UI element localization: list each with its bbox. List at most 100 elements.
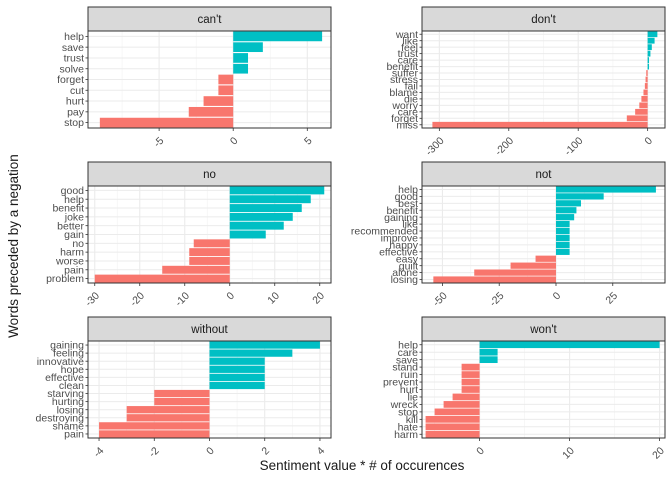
x-tick-label: -100: [562, 135, 585, 158]
facet-panel: without gainingfeelinginnovativehopeeffec…: [36, 316, 332, 460]
y-tick-label: shame: [52, 420, 84, 432]
bar: [154, 397, 210, 406]
bar: [645, 76, 648, 83]
facet-panels: can'thelpsavetrustsolveforgetcuthurtpays…: [36, 6, 667, 462]
facet-panel: can't helpsavetrustsolveforgetcuthurtpays…: [57, 6, 332, 150]
x-tick-label: 20: [310, 290, 327, 307]
bar: [433, 276, 556, 283]
x-tick-label: -4: [91, 445, 106, 460]
y-tick-label: fail: [405, 81, 418, 93]
y-tick-label: worse: [55, 256, 84, 268]
y-tick-label: pain: [64, 429, 84, 441]
bar: [555, 214, 575, 221]
y-tick-label: stress: [390, 74, 418, 86]
y-tick-label: effective: [45, 372, 84, 384]
bar: [535, 255, 556, 262]
y-tick-label: forget: [391, 113, 418, 125]
y-tick-label: losing: [391, 274, 419, 286]
x-tick-label: -20: [128, 290, 147, 309]
panel-border: [87, 185, 332, 284]
x-tick-label: 20: [650, 445, 667, 462]
y-tick-label: pain: [64, 264, 84, 276]
x-tick-label: -300: [423, 135, 446, 158]
y-tick-label: recommended: [351, 226, 418, 238]
y-tick-label: trust: [398, 48, 419, 60]
facet-strip: [87, 316, 332, 342]
panel-border: [421, 30, 666, 129]
y-tick-label: hurt: [400, 384, 418, 396]
x-tick-label: -25: [487, 290, 506, 309]
bar: [555, 227, 570, 235]
y-tick-label: gaining: [50, 340, 84, 352]
bar: [555, 241, 570, 249]
bar: [461, 363, 480, 371]
y-tick-label: innovative: [37, 356, 84, 368]
bar: [99, 422, 210, 430]
y-tick-label: harm: [394, 429, 418, 441]
bar: [233, 42, 263, 53]
x-tick-label: -50: [431, 290, 450, 309]
y-tick-label: benefit: [386, 205, 418, 217]
bar: [474, 269, 556, 276]
bar: [626, 115, 648, 122]
bar: [209, 349, 293, 357]
bar: [555, 220, 570, 228]
y-tick-label: good: [395, 191, 419, 203]
y-tick-label: gain: [64, 229, 84, 241]
bar: [218, 85, 234, 96]
bar: [647, 63, 650, 70]
x-tick-label: -10: [173, 290, 192, 309]
x-tick-label: 0: [224, 290, 237, 303]
panel-border: [87, 30, 332, 129]
y-tick-label: hurting: [52, 396, 84, 408]
bar: [229, 186, 325, 195]
bar: [647, 37, 655, 44]
y-tick-label: care: [398, 106, 419, 118]
facet-strip-label: no: [203, 169, 216, 181]
x-tick-label: 10: [265, 290, 282, 307]
x-tick-label: 4: [315, 445, 328, 458]
bar: [209, 373, 265, 382]
bar: [209, 341, 320, 349]
bar: [635, 108, 648, 115]
bar: [555, 193, 604, 200]
bar: [461, 378, 480, 386]
bar: [510, 262, 556, 269]
y-tick-label: alone: [392, 267, 418, 279]
bar: [461, 371, 480, 378]
bar: [126, 406, 210, 414]
x-axis-title: Sentiment value * # of occurences: [260, 458, 465, 473]
bar: [641, 95, 648, 102]
y-tick-label: hate: [398, 421, 419, 433]
y-tick-label: wreck: [390, 399, 419, 411]
y-tick-label: clean: [59, 380, 84, 392]
x-tick-label: -30: [83, 290, 102, 309]
y-tick-label: improve: [381, 233, 419, 245]
y-tick-label: benefit: [386, 61, 418, 73]
y-tick-label: worry: [391, 100, 418, 112]
bar: [647, 44, 652, 51]
bar: [229, 204, 302, 213]
y-tick-label: forget: [57, 74, 84, 86]
y-tick-label: stop: [398, 406, 418, 418]
y-tick-label: starving: [47, 388, 84, 400]
y-tick-label: destroying: [36, 412, 85, 424]
bar: [162, 265, 230, 274]
bar: [479, 356, 498, 364]
y-tick-label: easy: [396, 253, 419, 265]
y-tick-label: hope: [61, 364, 85, 376]
bar: [209, 381, 265, 390]
bar: [218, 74, 234, 85]
facet-strip: [421, 161, 666, 187]
x-tick-label: 5: [302, 135, 315, 148]
bar: [193, 239, 230, 248]
y-tick-label: pay: [67, 106, 85, 118]
x-tick-label: 2: [259, 445, 272, 458]
y-tick-label: lie: [407, 392, 418, 404]
x-tick-label: 0: [642, 135, 655, 148]
bar: [188, 106, 234, 117]
y-tick-label: stand: [392, 362, 418, 374]
bar: [94, 274, 230, 283]
bar: [646, 70, 648, 76]
